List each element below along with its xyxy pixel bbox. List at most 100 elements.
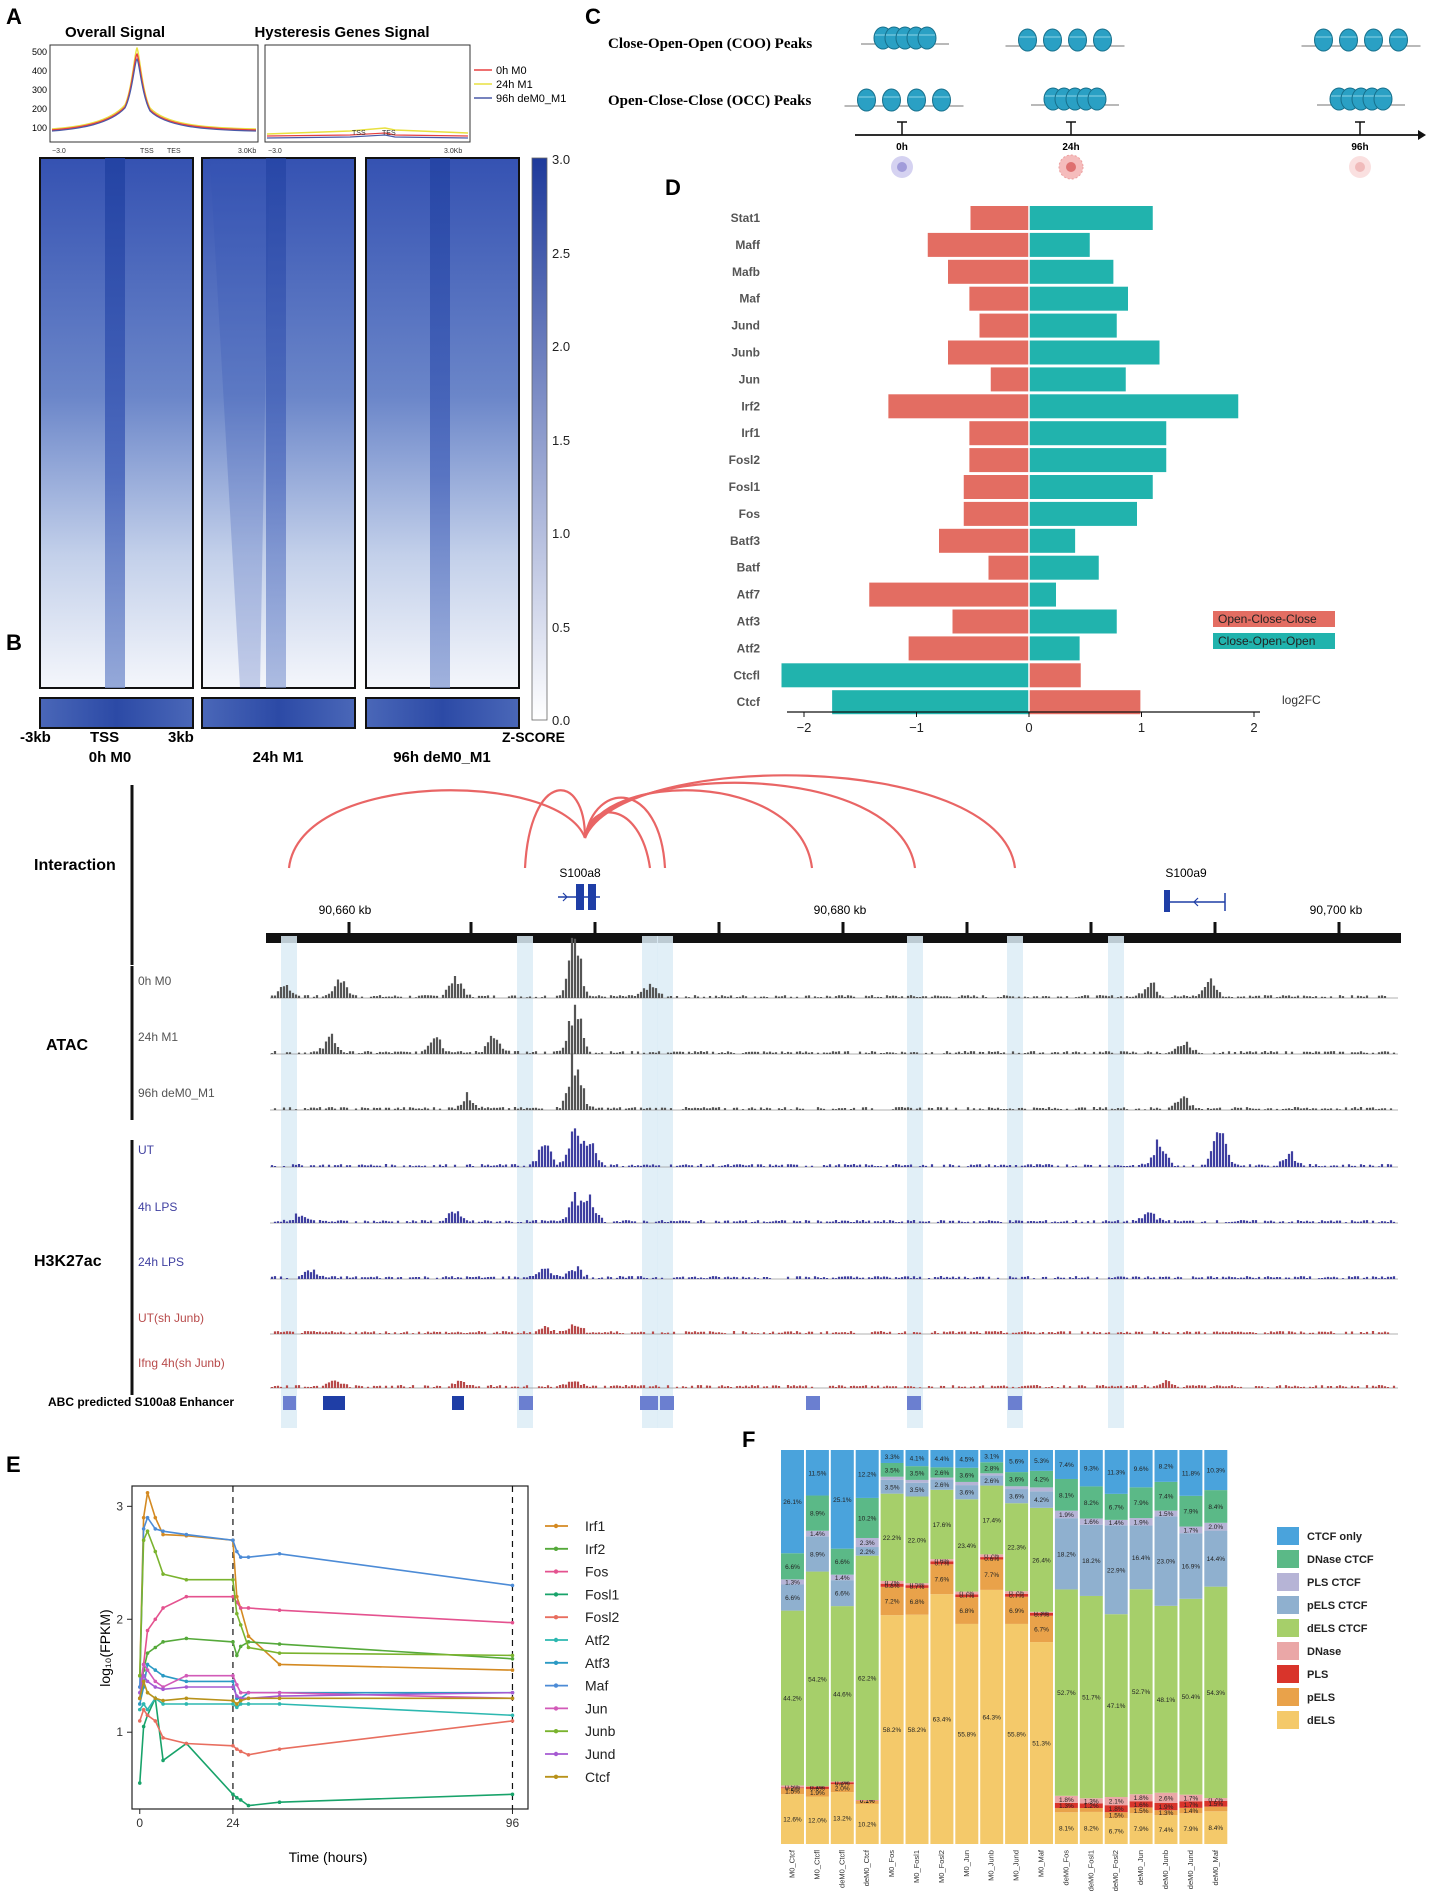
e-legend-swatch — [553, 1523, 559, 1529]
f-value-label: 12.6% — [783, 1817, 802, 1824]
f-value-label: 1.5% — [1159, 1511, 1174, 1518]
e-point — [145, 1679, 150, 1684]
colorbar-tick: 1.0 — [552, 526, 570, 541]
f-value-label: 7.7% — [984, 1572, 999, 1579]
heatmap-strip-96h — [365, 697, 520, 729]
f-segment-dels-ctcf — [1129, 1589, 1153, 1795]
f-segment-pls — [1104, 1805, 1128, 1813]
e-point — [145, 1490, 150, 1495]
f-value-label: 3.5% — [910, 1487, 925, 1494]
f-segment-dnase-ctcf — [1054, 1478, 1078, 1511]
nucleosome — [1087, 87, 1107, 111]
f-value-label: 1.4% — [810, 1531, 825, 1538]
f-segment-pls — [955, 1594, 979, 1598]
nucleosome — [1043, 28, 1062, 52]
e-legend-label: Atf2 — [585, 1632, 610, 1648]
f-value-label: 18.2% — [1082, 1558, 1101, 1565]
e-point — [141, 1724, 146, 1729]
track-label: 4h LPS — [138, 1200, 177, 1214]
f-value-label: 54.2% — [808, 1676, 827, 1683]
e-point — [161, 1529, 165, 1533]
e-point — [153, 1696, 158, 1701]
e-point — [238, 1644, 243, 1649]
f-segment-dnase-ctcf — [1030, 1470, 1053, 1488]
abc-enhancer-block — [640, 1396, 658, 1410]
track-label: 0h M0 — [138, 974, 172, 988]
gene-label-s100a8: S100a8 — [559, 866, 601, 880]
f-segment-pels — [1179, 1807, 1203, 1814]
f-value-label: 8.1% — [1059, 1492, 1074, 1499]
f-value-label: 3.6% — [959, 1472, 974, 1479]
e-point — [161, 1572, 165, 1576]
f-segment-dnase-ctcf — [955, 1467, 979, 1482]
f-value-label: 54.3% — [1207, 1690, 1226, 1697]
f-segment-pels-ctcf — [1079, 1524, 1103, 1596]
f-segment-ctcf-only — [1030, 1450, 1053, 1471]
f-value-label: 1.9% — [810, 1790, 825, 1797]
track-label: 24h LPS — [138, 1255, 184, 1269]
d-category-label: Maff — [735, 238, 761, 252]
enhancer-highlight — [1007, 936, 1023, 1428]
heatmap-x-left: -3kb — [20, 729, 51, 746]
f-segment-dels — [905, 1614, 929, 1844]
e-line-ctcf — [139, 1678, 513, 1706]
e-point — [153, 1668, 158, 1672]
d-bar-stat1-occ — [970, 206, 1029, 230]
heatmap-label-96h: 96h deM0_M1 — [393, 749, 491, 766]
e-point — [184, 1577, 189, 1582]
f-segment-dels-ctcf — [1030, 1507, 1053, 1612]
f-segment-ctcf-only — [805, 1450, 829, 1496]
f-segment-pels — [1005, 1596, 1029, 1624]
f-value-label: 8.4% — [1208, 1504, 1223, 1511]
f-x-label: deM0_Maf — [1211, 1849, 1220, 1885]
f-value-label: 51.3% — [1032, 1741, 1051, 1748]
f-segment-dels-ctcf — [781, 1610, 804, 1786]
e-y-label: log₁₀(FPKM) — [97, 1609, 113, 1686]
d-x-tick: 0 — [1025, 720, 1032, 735]
f-value-label: 1.5% — [785, 1789, 800, 1796]
f-value-label: 6.6% — [785, 1564, 800, 1571]
f-x-label: deM0_Junb — [1161, 1850, 1170, 1889]
f-value-label: 6.7% — [1109, 1828, 1124, 1835]
track-label: 24h M1 — [138, 1030, 178, 1044]
e-point — [145, 1515, 150, 1520]
f-segment-dnase-ctcf — [880, 1462, 904, 1477]
profile-ytick: 100 — [32, 123, 47, 133]
f-segment-pls — [781, 1787, 804, 1789]
e-point — [231, 1640, 235, 1644]
e-point — [235, 1747, 239, 1751]
e-point — [235, 1694, 239, 1698]
f-legend-swatch — [1277, 1665, 1299, 1683]
coord-label: 90,700 kb — [1310, 903, 1363, 917]
e-point — [246, 1555, 251, 1559]
d-bar-maf-coo — [1029, 286, 1128, 311]
f-segment-dels-ctcf — [880, 1493, 904, 1581]
f-segment-ctcf-only — [880, 1450, 904, 1463]
f-segment-pels-ctcf — [1054, 1518, 1078, 1590]
d-category-label: Stat1 — [731, 211, 761, 225]
f-segment-dels-ctcf — [1179, 1598, 1203, 1795]
e-point — [145, 1690, 150, 1695]
f-segment-dnase-ctcf — [781, 1553, 804, 1580]
e-point — [510, 1620, 515, 1625]
enhancer-highlights — [281, 936, 1124, 1428]
d-category-label: Fos — [739, 507, 761, 521]
f-segment-ctcf-only — [1204, 1450, 1228, 1491]
e-point — [277, 1651, 282, 1655]
f-segment-dnase-ctcf — [1204, 1490, 1228, 1523]
f-value-label: 3.6% — [1009, 1494, 1024, 1501]
f-value-label: 51.7% — [1082, 1695, 1101, 1702]
f-value-label: 48.1% — [1157, 1697, 1176, 1704]
f-segment-dnase — [980, 1554, 1004, 1558]
f-x-label: M0_Jun — [962, 1850, 971, 1877]
f-value-label: 0.1% — [810, 1784, 825, 1791]
panel-label-f: F — [742, 1427, 755, 1452]
f-segment-pls-ctcf — [1154, 1510, 1178, 1517]
f-legend-swatch — [1277, 1642, 1299, 1660]
e-point — [161, 1736, 165, 1740]
f-value-label: 26.1% — [783, 1499, 802, 1506]
f-segment-pels-ctcf — [1204, 1530, 1228, 1587]
f-segment-pels — [805, 1788, 829, 1797]
f-value-label: 8.2% — [1084, 1500, 1099, 1507]
f-segment-pels — [930, 1564, 954, 1595]
